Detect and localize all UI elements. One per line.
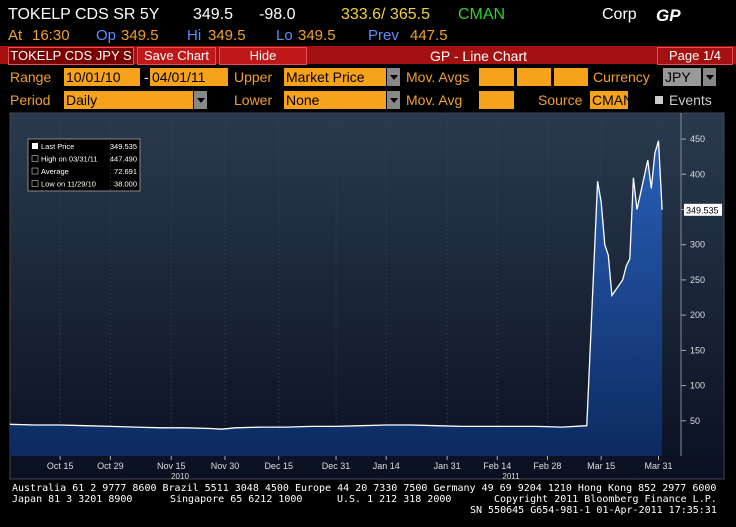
last-price-tag: [684, 203, 722, 216]
y-tick-label: 400: [690, 169, 705, 179]
mov-avgs-label: Mov. Avgs: [406, 69, 470, 85]
op: 349.5: [121, 27, 159, 44]
x-tick-label: Oct 29: [97, 461, 124, 471]
dropdown-arrow[interactable]: [387, 68, 400, 86]
dash: -: [144, 69, 149, 85]
security-tab[interactable]: TOKELP CDS JPY S: [8, 47, 134, 65]
y-tick-label: 150: [690, 345, 705, 355]
period-field[interactable]: Daily: [64, 91, 193, 109]
end-field[interactable]: 04/01/11: [150, 68, 228, 86]
y-tick-label: 100: [690, 381, 705, 391]
toolbar-title: GP - Line Chart: [430, 48, 528, 64]
lower-field[interactable]: None: [284, 91, 386, 109]
lower-label: Lower: [234, 92, 273, 108]
lo: 349.5: [298, 27, 336, 44]
start-field[interactable]: 10/01/10: [64, 68, 140, 86]
last: 349.5: [193, 6, 234, 23]
x-tick-label: Oct 15: [47, 461, 74, 471]
x-tick-label: Jan 31: [434, 461, 461, 471]
dropdown-arrow[interactable]: [703, 68, 716, 86]
x-year-label: 2010: [171, 472, 189, 481]
currency-label: Currency: [593, 69, 650, 85]
op-label: Op: [96, 27, 117, 44]
x-tick-label: Dec 15: [264, 461, 293, 471]
legend-label: High on 03/31/11: [41, 155, 98, 164]
source-label: Source: [538, 92, 583, 108]
mov-avg-field[interactable]: [517, 68, 551, 86]
legend-value: 72.691: [114, 167, 137, 176]
last-price-label: 349.535: [686, 205, 719, 215]
page-indicator[interactable]: Page 1/4: [657, 47, 733, 65]
events-checkbox[interactable]: [655, 96, 663, 104]
legend-icon: [31, 167, 39, 175]
line: [10, 140, 663, 430]
footer-line: Singapore 65 6212 1000: [170, 494, 303, 505]
prev: 447.5: [410, 27, 448, 44]
source: CMAN: [458, 6, 506, 23]
x-tick-label: Dec 31: [322, 461, 351, 471]
footer-line: Australia 61 2 9777 8600 Brazil 5511 304…: [12, 483, 717, 494]
x-tick-label: Jan 14: [373, 461, 400, 471]
x-tick-label: Mar 31: [644, 461, 672, 471]
x-year-label: 2011: [502, 472, 520, 481]
footer-line: SN 550645 G654-981-1 01-Apr-2011 17:35:3…: [470, 505, 717, 516]
y-tick-label: 250: [690, 275, 705, 285]
currency-field[interactable]: JPY: [663, 68, 701, 86]
legend-label: Last Price: [41, 142, 74, 151]
hide-button[interactable]: Hide: [219, 47, 307, 65]
sector: Corp: [602, 6, 637, 23]
lo-label: Lo: [276, 27, 293, 44]
x-tick-label: Nov 30: [211, 461, 240, 471]
source-field[interactable]: CMAN: [590, 91, 628, 109]
change: -98.0: [259, 6, 296, 23]
events-label: Events: [669, 92, 712, 108]
function: GP: [656, 6, 681, 25]
footer-line: U.S. 1 212 318 2000: [337, 494, 452, 505]
legend-icon: [32, 143, 38, 149]
legend: Last Price 349.535 High on 03/31/11 447.490…: [27, 138, 141, 192]
x-tick-label: Feb 28: [533, 461, 561, 471]
period-label: Period: [10, 92, 51, 108]
x-tick-label: Mar 15: [587, 461, 615, 471]
legend-icon: [31, 155, 39, 162]
mov-avg-field[interactable]: [554, 68, 588, 86]
mov-avg-field[interactable]: [479, 68, 514, 86]
x-tick-label: Feb 14: [483, 461, 511, 471]
save-button[interactable]: Save Chart: [137, 47, 216, 65]
legend-label: Average: [41, 167, 69, 176]
bid-ask: 333.6/ 365.5: [341, 6, 430, 23]
legend-value: 38.000: [114, 180, 137, 189]
dropdown-arrow[interactable]: [387, 91, 400, 109]
hi: 349.5: [208, 27, 246, 44]
area: [10, 140, 663, 457]
at-label: At: [8, 27, 23, 44]
dropdown-arrow[interactable]: [194, 91, 207, 109]
chart: Last Price 349.535 High on 03/31/11 447.490…: [9, 112, 725, 481]
legend-icon: [31, 180, 39, 187]
mov-avg-label: Mov. Avg: [406, 92, 463, 108]
y-tick-label: 300: [690, 240, 705, 250]
footer-line: Japan 81 3 3201 8900: [12, 494, 133, 505]
y-tick-label: 450: [690, 134, 705, 144]
x-tick-label: Nov 15: [157, 461, 186, 471]
prev-label: Prev: [368, 27, 399, 44]
legend-value: 349.535: [110, 142, 137, 151]
y-tick-label: 200: [690, 310, 705, 320]
hi-label: Hi: [187, 27, 202, 44]
upper-field[interactable]: Market Price: [284, 68, 386, 86]
y-tick-label: 50: [690, 416, 700, 426]
legend-label: Low on 11/29/10: [41, 180, 96, 189]
ticker: TOKELP CDS SR 5Y: [8, 6, 160, 23]
footer-line: Copyright 2011 Bloomberg Finance L.P.: [494, 494, 717, 505]
range-label: Range: [10, 69, 52, 85]
mov-avg-field[interactable]: [479, 91, 514, 109]
at: 16:30: [32, 27, 70, 44]
upper-label: Upper: [234, 69, 273, 85]
legend-value: 447.490: [110, 155, 137, 164]
